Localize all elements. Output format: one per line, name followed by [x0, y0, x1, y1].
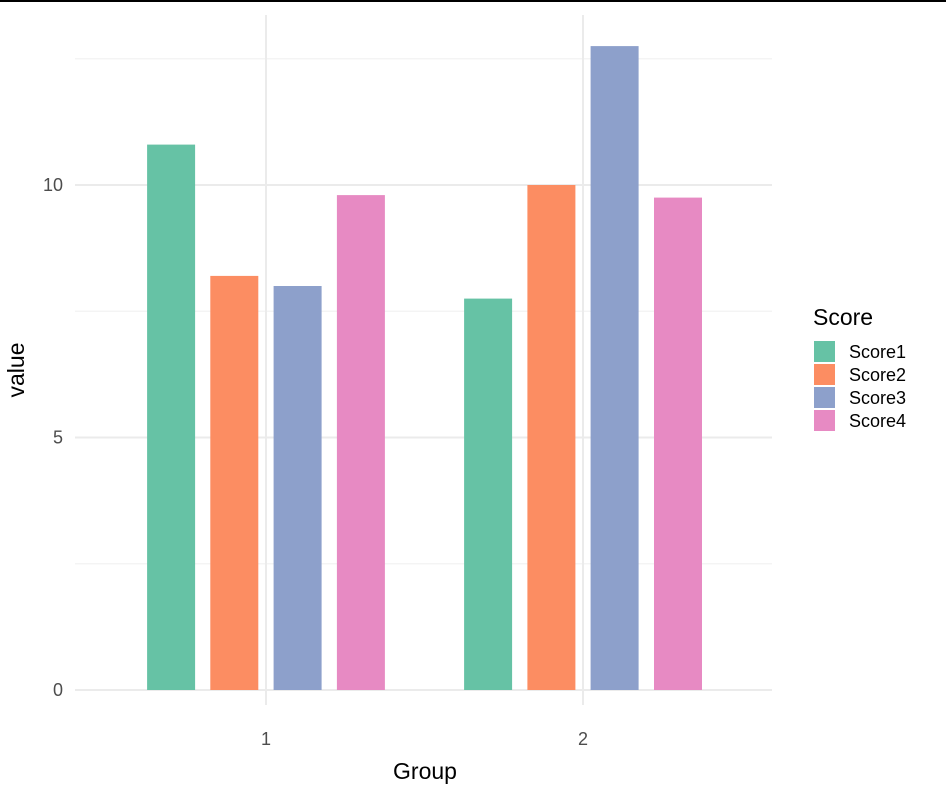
legend-label-score3: Score3 [849, 388, 906, 408]
legend-title: Score [813, 304, 873, 330]
legend-key-score3 [814, 387, 835, 408]
legend-label-score4: Score4 [849, 411, 906, 431]
x-tick-label: 1 [261, 729, 271, 749]
bar-score3-group-1 [273, 286, 322, 690]
bar-score4-group-2 [654, 197, 702, 690]
bars [147, 46, 702, 691]
legend-label-score1: Score1 [849, 342, 906, 362]
y-tick-label: 10 [43, 175, 63, 195]
legend-key-score4 [814, 410, 835, 431]
bar-score1-group-1 [147, 144, 196, 691]
y-tick-label: 5 [53, 428, 63, 448]
legend-key-score1 [814, 341, 835, 362]
bar-score4-group-1 [336, 195, 385, 690]
bar-score1-group-2 [464, 298, 513, 690]
y-tick-label: 0 [53, 680, 63, 700]
legend-key-score2 [814, 364, 835, 385]
bar-score3-group-2 [590, 46, 639, 691]
legend: Score Score1 Score2 Score3 Score4 [813, 304, 906, 431]
x-axis-title: Group [393, 758, 457, 784]
y-tick-labels: 0 5 10 [43, 175, 63, 700]
bar-score2-group-2 [527, 185, 576, 690]
legend-label-score2: Score2 [849, 365, 906, 385]
y-axis-title: value [3, 343, 29, 398]
x-tick-label: 2 [578, 729, 588, 749]
bar-score2-group-1 [210, 275, 259, 690]
